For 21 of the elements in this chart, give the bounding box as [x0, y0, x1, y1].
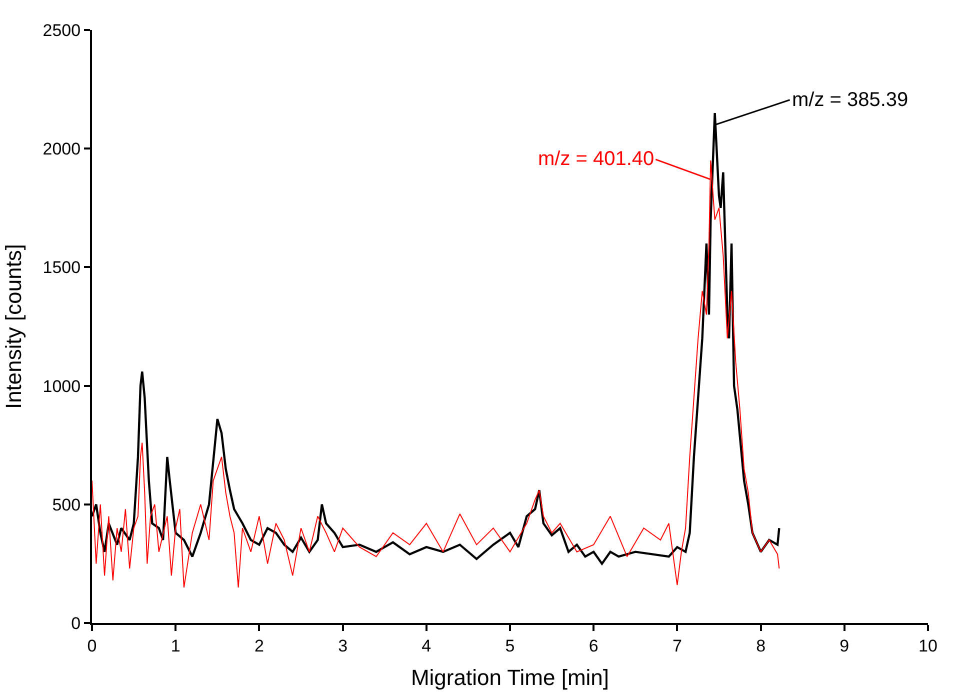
y-tick-label: 0 [71, 614, 81, 633]
y-tick-label: 2500 [42, 20, 81, 40]
annotation: m/z = 385.39 [792, 89, 908, 111]
annotation: m/z = 401.40 [538, 148, 654, 170]
x-tick-label: 9 [840, 636, 850, 656]
x-axis-title: Migration Time [min] [410, 664, 610, 690]
y-tick-label: 1000 [42, 376, 81, 396]
x-tick-label: 5 [505, 636, 515, 656]
y-tick-label: 1500 [42, 258, 81, 278]
x-tick-label: 0 [87, 636, 97, 656]
x-tick-label: 2 [254, 636, 264, 656]
x-tick-label: 8 [756, 636, 766, 656]
x-tick-label: 3 [338, 636, 348, 656]
x-tick-label: 10 [918, 636, 938, 656]
x-tick-label: 6 [588, 636, 598, 656]
y-tick-label: 500 [52, 495, 81, 514]
y-axis-title: Intensity [counts] [1, 244, 26, 410]
y-tick-label: 2000 [42, 140, 81, 159]
x-tick-label: 4 [422, 636, 432, 656]
x-tick-label: 1 [170, 636, 180, 656]
x-tick-label: 7 [672, 636, 682, 656]
